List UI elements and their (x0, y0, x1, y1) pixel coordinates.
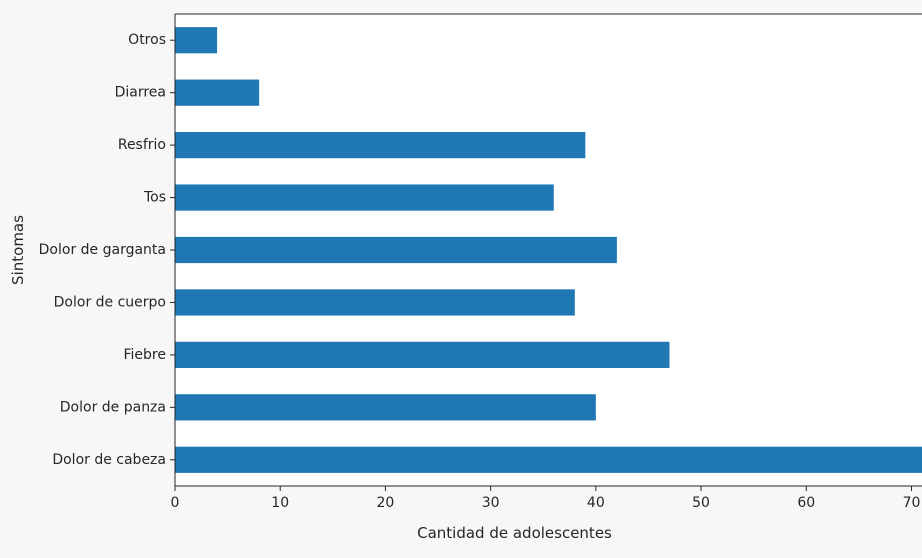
y-tick-label: Fiebre (124, 347, 167, 363)
x-tick-label: 30 (482, 495, 500, 511)
y-tick-label: Otros (128, 32, 166, 48)
bar (175, 184, 554, 211)
y-tick-label: Dolor de cabeza (52, 452, 166, 468)
x-tick-label: 0 (171, 495, 180, 511)
bar (175, 79, 260, 106)
bar (175, 236, 617, 264)
x-tick-label: 40 (587, 495, 605, 511)
y-axis-label: Sintomas (9, 215, 27, 285)
bar (175, 132, 586, 159)
y-tick-label: Dolor de garganta (39, 242, 166, 258)
bar (175, 446, 922, 473)
bar (175, 394, 596, 421)
y-tick-label: Diarrea (115, 85, 166, 101)
y-tick-label: Resfrio (118, 137, 166, 153)
x-axis-ticks: 0 10 20 30 40 50 60 70 (171, 486, 921, 511)
y-tick-label: Tos (143, 190, 166, 206)
y-axis-ticks: Dolor de cabeza Dolor de panza Fiebre Dolor… (39, 32, 175, 468)
x-tick-label: 70 (903, 495, 921, 511)
x-axis-label: Cantidad de adolescentes (417, 524, 612, 542)
bars-group (175, 27, 922, 473)
bar (175, 289, 575, 316)
x-tick-label: 20 (377, 495, 395, 511)
x-tick-label: 50 (692, 495, 710, 511)
y-tick-label: Dolor de panza (60, 399, 166, 415)
x-tick-label: 60 (797, 495, 815, 511)
y-tick-label: Dolor de cuerpo (54, 294, 166, 310)
bar (175, 341, 670, 368)
x-tick-label: 10 (271, 495, 289, 511)
bar (175, 27, 218, 54)
